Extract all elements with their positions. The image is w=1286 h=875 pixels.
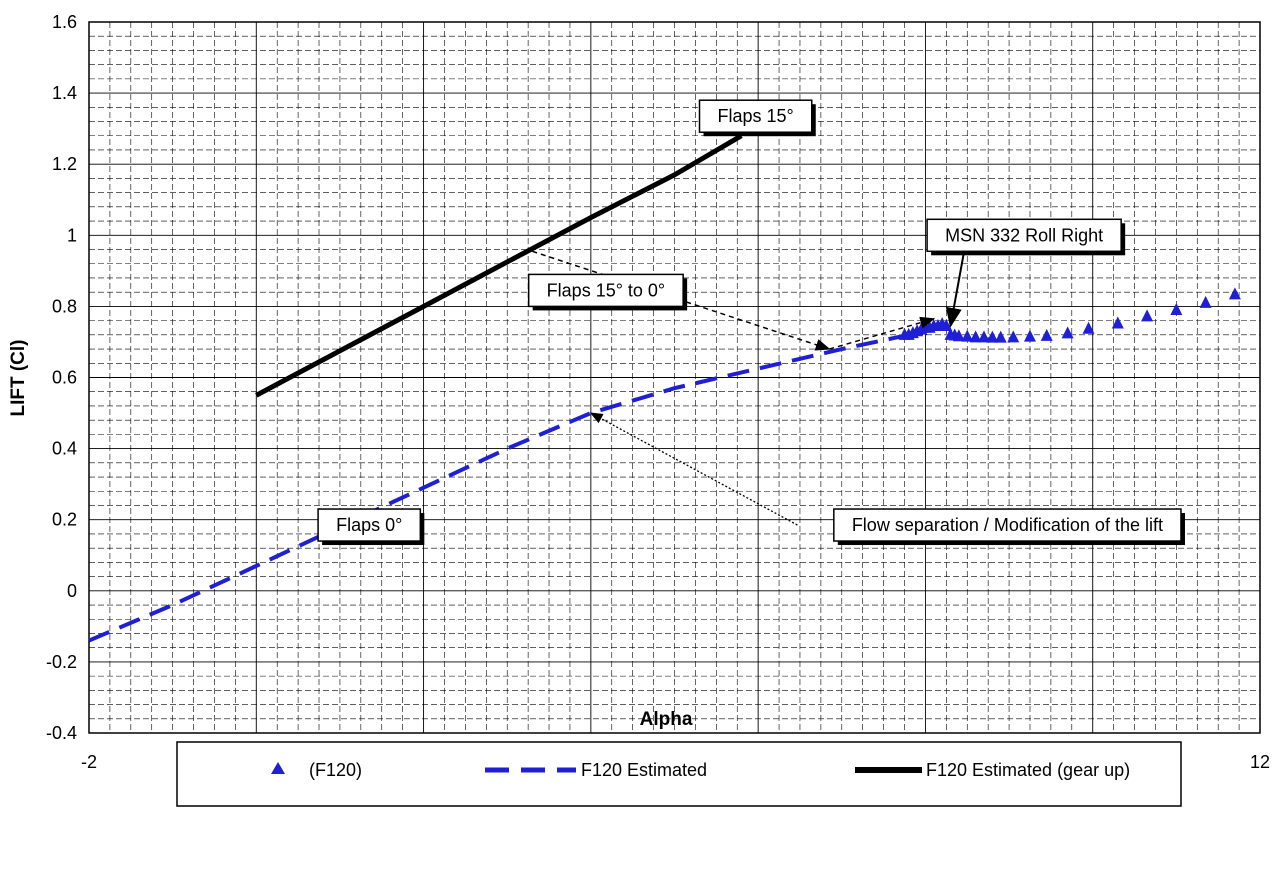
legend: (F120) F120 Estimated F120 Estimated (ge… <box>176 741 1182 807</box>
y-tick-label: 1.2 <box>52 154 77 174</box>
series-f120-point <box>1082 321 1095 334</box>
y-tick-label: 0.4 <box>52 439 77 459</box>
series-f120-estimated-line <box>88 322 952 643</box>
arrow-msn-roll-right <box>945 251 966 328</box>
annotation-box <box>317 508 422 542</box>
y-tick-label: 1.4 <box>52 83 77 103</box>
annotation-3: Flaps 0° <box>317 508 425 546</box>
annotation-box <box>527 273 684 308</box>
y-tick-label: -0.2 <box>46 652 77 672</box>
arrow-flaps-transition-2 <box>829 316 936 350</box>
y-tick-labels: -0.4 -0.2 0 0.2 0.4 0.6 0.8 1 1.2 1.4 1.6 <box>46 12 77 743</box>
series-f120-point <box>986 330 999 343</box>
annotation-2: MSN 332 Roll Right <box>926 218 1126 256</box>
series-layer <box>88 133 1241 643</box>
annotation-4: Flow separation / Modification of the li… <box>833 508 1185 546</box>
annotations-layer: Flaps 15° Flaps 15° to 0° MSN 332 Roll Rig… <box>317 99 1185 546</box>
annotation-label: Flaps 15° <box>718 106 794 126</box>
x-tick-label: -2 <box>81 752 97 772</box>
plot-area-border <box>88 21 1261 734</box>
series-f120-point <box>1141 309 1154 322</box>
legend-label-f120: (F120) <box>309 760 362 780</box>
annotation-label: MSN 332 Roll Right <box>945 225 1103 245</box>
series-f120-point <box>952 329 965 342</box>
legend-box <box>176 741 1182 807</box>
legend-triangle-icon <box>271 762 285 774</box>
series-f120-point <box>1040 328 1053 341</box>
grid <box>88 21 1261 734</box>
y-axis-title: LIFT (Cl) <box>8 339 29 416</box>
series-f120-point <box>1023 329 1036 342</box>
series-f120-point <box>994 330 1007 343</box>
series-f120-point <box>1111 316 1124 329</box>
series-f120-point <box>1228 287 1241 300</box>
annotation-label: Flow separation / Modification of the li… <box>852 515 1163 535</box>
annotation-1: Flaps 15° to 0° <box>527 273 688 311</box>
y-tick-label: 0.8 <box>52 296 77 316</box>
series-f120-gear-up-line <box>255 133 743 398</box>
plot-frame <box>88 21 1261 734</box>
annotation-label: Flaps 0° <box>336 515 402 535</box>
y-tick-label: 0.6 <box>52 368 77 388</box>
series-f120-point <box>1170 302 1183 315</box>
x-tick-label: 12 <box>1250 752 1270 772</box>
series-f120-point <box>961 329 974 342</box>
annotation-0: Flaps 15° <box>698 99 816 137</box>
y-tick-label: 0.2 <box>52 510 77 530</box>
annotation-box <box>698 99 813 133</box>
series-f120-point <box>1061 326 1074 339</box>
y-tick-label: 1 <box>67 225 77 245</box>
arrow-flow-separation <box>589 412 798 526</box>
legend-label-f120-estimated: F120 Estimated <box>581 760 707 780</box>
annotation-label: Flaps 15° to 0° <box>547 280 665 300</box>
series-f120-point <box>1007 330 1020 343</box>
y-tick-label: 1.6 <box>52 12 77 32</box>
x-axis-title: Alpha <box>640 709 693 730</box>
annotation-box <box>833 508 1182 542</box>
y-tick-label: -0.4 <box>46 723 77 743</box>
annotation-box <box>926 218 1122 253</box>
legend-label-f120-gear-up: F120 Estimated (gear up) <box>926 760 1130 780</box>
y-tick-label: 0 <box>67 581 77 601</box>
series-f120-point <box>1199 295 1212 308</box>
series-f120-point <box>969 330 982 343</box>
series-f120-point <box>977 330 990 343</box>
